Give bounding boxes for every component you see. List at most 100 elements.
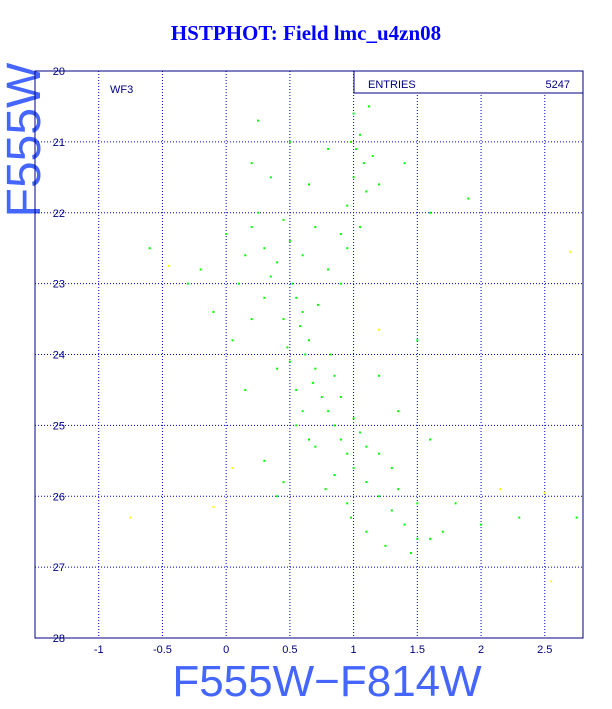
- x-axis-label: F555W−F814W: [172, 657, 482, 706]
- point: [212, 310, 215, 313]
- y-tick-label: 20: [53, 66, 65, 78]
- point: [467, 197, 470, 200]
- point: [231, 339, 234, 342]
- point: [346, 502, 349, 505]
- point: [371, 155, 374, 158]
- point: [327, 410, 330, 413]
- y-axis-label: F555W: [0, 62, 51, 217]
- point: [186, 282, 189, 285]
- point: [403, 523, 406, 526]
- point: [263, 459, 266, 462]
- point: [301, 410, 304, 413]
- point: [365, 530, 368, 533]
- point: [339, 396, 342, 399]
- annotation: WF3: [110, 84, 133, 96]
- point: [575, 516, 578, 519]
- chart-title: HSTPHOT: Field lmc_u4zn08: [171, 21, 441, 45]
- point: [429, 211, 432, 214]
- point: [352, 417, 355, 420]
- point: [129, 516, 132, 519]
- point: [518, 516, 521, 519]
- point: [358, 225, 361, 228]
- point: [378, 495, 381, 498]
- point: [269, 275, 272, 278]
- point: [384, 544, 387, 547]
- point: [358, 133, 361, 136]
- point: [397, 410, 400, 413]
- point: [429, 438, 432, 441]
- point: [327, 147, 330, 150]
- point: [199, 268, 202, 271]
- point: [276, 261, 279, 264]
- point: [295, 296, 298, 299]
- point: [390, 509, 393, 512]
- stats-label: ENTRIES: [368, 79, 416, 91]
- point: [441, 530, 444, 533]
- x-tick-label: 2.5: [537, 644, 552, 656]
- point: [355, 147, 358, 150]
- point: [231, 466, 234, 469]
- point: [314, 445, 317, 448]
- point: [276, 495, 279, 498]
- x-tick-label: 0: [223, 644, 229, 656]
- point: [339, 233, 342, 236]
- point: [301, 310, 304, 313]
- point: [299, 325, 302, 328]
- point: [301, 254, 304, 257]
- point: [365, 190, 368, 193]
- y-tick-label: 25: [53, 420, 65, 432]
- point: [314, 225, 317, 228]
- point: [327, 268, 330, 271]
- point: [288, 240, 291, 243]
- point: [291, 282, 294, 285]
- point: [314, 367, 317, 370]
- x-tick-label: 2: [478, 644, 484, 656]
- point: [286, 346, 289, 349]
- point: [282, 318, 285, 321]
- point: [378, 452, 381, 455]
- point: [257, 211, 260, 214]
- point: [397, 488, 400, 491]
- point: [416, 537, 419, 540]
- point: [352, 466, 355, 469]
- point: [416, 502, 419, 505]
- point: [311, 381, 314, 384]
- stats-value: 5247: [546, 79, 570, 91]
- point: [346, 452, 349, 455]
- point: [263, 247, 266, 250]
- point: [276, 367, 279, 370]
- point: [339, 438, 342, 441]
- point: [403, 162, 406, 165]
- point: [324, 488, 327, 491]
- x-tick-label: 0.5: [282, 644, 297, 656]
- point: [480, 523, 483, 526]
- y-tick-label: 26: [53, 491, 65, 503]
- y-tick-label: 27: [53, 562, 65, 574]
- point: [237, 282, 240, 285]
- point: [308, 438, 310, 441]
- x-tick-label: 1.5: [410, 644, 425, 656]
- point: [543, 491, 546, 494]
- point: [352, 176, 355, 179]
- point: [550, 580, 553, 583]
- point: [329, 353, 332, 356]
- point: [250, 225, 253, 228]
- point: [362, 162, 365, 165]
- point: [333, 424, 336, 427]
- plot-frame: [34, 70, 584, 639]
- point: [346, 247, 349, 250]
- point: [346, 204, 349, 207]
- point: [429, 537, 432, 540]
- point: [250, 162, 253, 165]
- stats-box: [353, 70, 584, 94]
- point: [416, 339, 419, 342]
- point: [365, 481, 368, 484]
- point: [282, 218, 285, 221]
- point: [378, 374, 381, 377]
- y-tick-label: 21: [53, 137, 65, 149]
- point: [244, 254, 247, 257]
- point: [365, 445, 368, 448]
- point: [225, 233, 228, 236]
- y-tick-label: 24: [53, 350, 65, 362]
